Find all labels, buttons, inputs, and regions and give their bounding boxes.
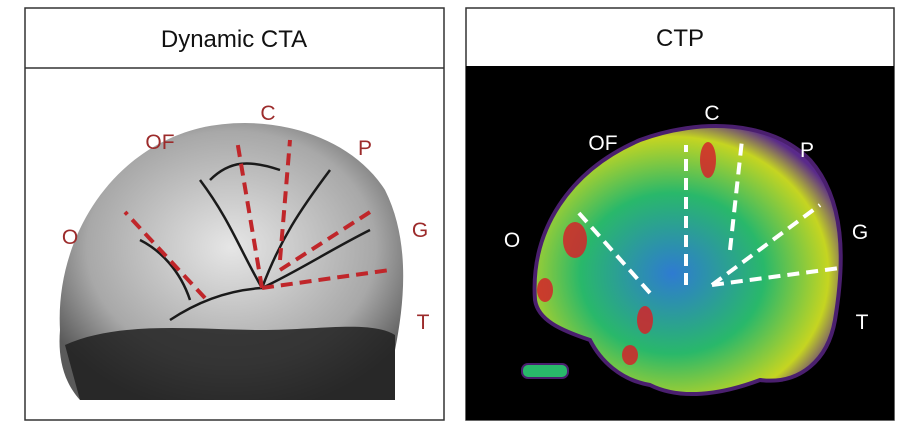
region-label: C [260, 102, 275, 125]
region-label: T [417, 311, 430, 334]
region-label: G [852, 221, 868, 244]
region-label: T [856, 311, 869, 334]
region-lines [576, 139, 841, 295]
region-label: O [62, 226, 78, 249]
perfusion-fragment [521, 363, 569, 379]
panel-title: Dynamic CTA [161, 26, 307, 53]
region-label: P [358, 137, 372, 160]
region-label: O [504, 229, 520, 252]
panel-cta: Dynamic CTA C OF P O G T [24, 7, 445, 421]
region-label: OF [145, 131, 174, 154]
panel-ctp: CTP C OF P O G T [465, 7, 895, 421]
region-label: P [800, 139, 814, 162]
panel-title: CTP [656, 25, 704, 52]
vessels [139, 162, 371, 322]
region-lines [123, 139, 391, 300]
region-label: C [704, 102, 719, 125]
region-label: G [412, 219, 428, 242]
perfusion-hotspots [537, 142, 716, 365]
skull-base [65, 326, 395, 400]
region-label: OF [588, 132, 617, 155]
